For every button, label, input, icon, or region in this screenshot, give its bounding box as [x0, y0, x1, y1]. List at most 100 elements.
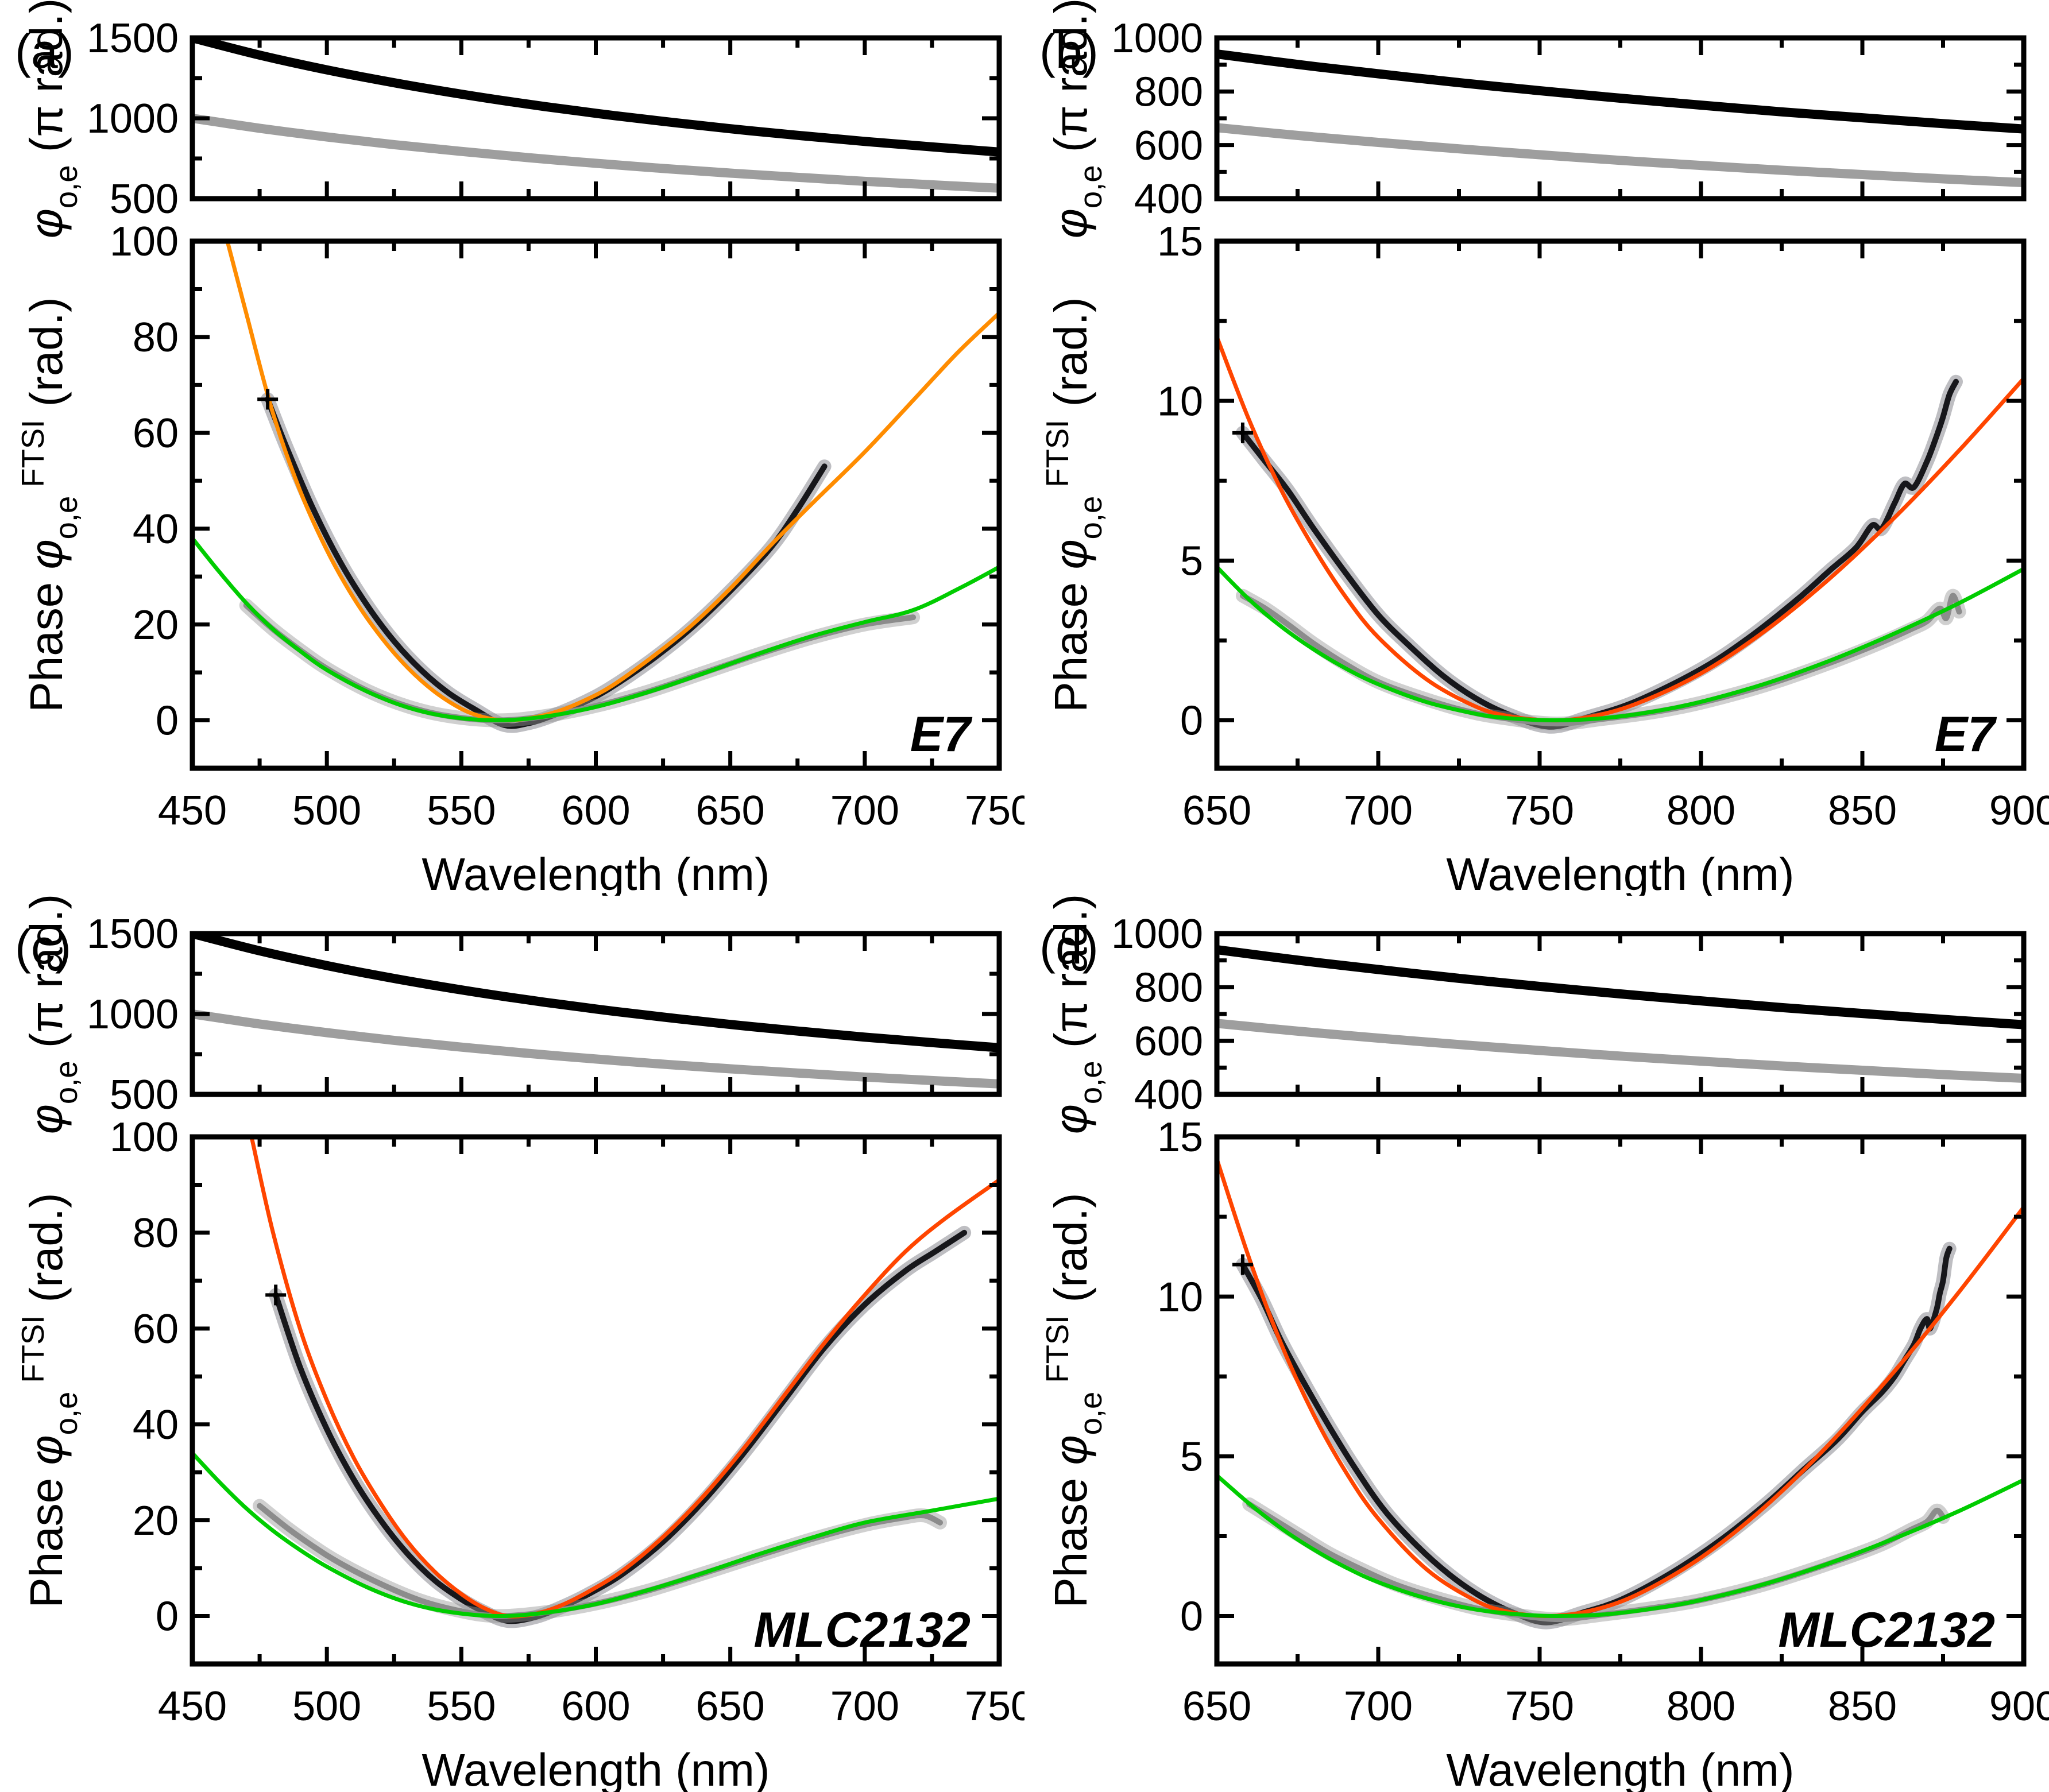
series-group [192, 38, 999, 193]
panel-letter: (c) [15, 920, 71, 974]
y-axis-title-top: φo,e (π rad.) [1045, 0, 1108, 238]
y-tick-label: 400 [1134, 176, 1203, 222]
x-tick-label: 750 [1505, 788, 1574, 834]
panel-letter: (b) [1039, 24, 1099, 78]
y-tick-label: 10 [1157, 1274, 1203, 1320]
plus-marker [1232, 422, 1253, 443]
x-tick-label: 700 [830, 788, 899, 834]
x-axis-title: Wavelength (nm) [1446, 849, 1794, 896]
y-axis-title-top: φo,e (π rad.) [1045, 896, 1108, 1134]
x-tick-label: 900 [1989, 788, 2049, 834]
plot-border [1214, 1134, 2027, 1667]
plus-marker [257, 389, 279, 410]
series-group [1217, 1157, 2024, 1630]
y-tick-label: 800 [1134, 965, 1203, 1011]
x-tick-label: 600 [561, 1683, 630, 1729]
x-tick-label: 550 [427, 1683, 496, 1729]
y-tick-label: 80 [133, 315, 179, 361]
y-tick-label: 0 [1180, 698, 1203, 744]
y-tick-label: 0 [156, 1594, 179, 1640]
panel-a-chart: (a) 500 1000 1500 0 20 40 60 80 100 450 500 550 600 65… [0, 0, 1024, 896]
y-tick-label: 40 [133, 506, 179, 552]
ftsi-data-extraordinary [1240, 1245, 1953, 1625]
x-tick-label: 700 [830, 1683, 899, 1729]
sample-label: E7 [1935, 707, 1997, 762]
x-tick-label: 700 [1344, 1683, 1413, 1729]
y-tick-label: 1000 [87, 992, 179, 1038]
phase-ordinary [192, 114, 999, 193]
ftsi-data-extraordinary [273, 1229, 968, 1624]
y-axis-title-top: φo,e (π rad.) [21, 0, 84, 238]
plot-border [190, 931, 1002, 1097]
x-tick-label: 700 [1344, 788, 1413, 834]
y-tick-label: 1000 [87, 96, 179, 142]
y-tick-label: 60 [133, 411, 179, 456]
y-axis-title-top: φo,e (π rad.) [21, 896, 84, 1134]
panel-c-chart: (c) 500 1000 1500 0 20 40 60 80 100 450 500 550 600 65… [0, 896, 1024, 1792]
ftsi-data-extraordinary-halo [269, 1225, 972, 1628]
phase-extraordinary [192, 38, 999, 157]
x-tick-label: 900 [1989, 1683, 2049, 1729]
x-tick-label: 650 [696, 1683, 765, 1729]
y-tick-label: 15 [1157, 219, 1203, 265]
panel-d-chart: (d) 400 600 800 1000 0 5 10 15 650 700 750 800 850 900… [1024, 896, 2049, 1792]
subplot: 0 5 10 15 650 700 750 800 850 900 [1157, 1114, 2049, 1729]
x-tick-label: 650 [1182, 1683, 1251, 1729]
y-tick-label: 0 [156, 698, 179, 744]
plus-marker [265, 1284, 287, 1306]
x-tick-label: 650 [696, 788, 765, 834]
ftsi-fit-extraordinary [1217, 1157, 2024, 1619]
phase-extraordinary [1217, 945, 2024, 1029]
y-tick-label: 0 [1180, 1594, 1203, 1640]
y-tick-label: 40 [133, 1402, 179, 1448]
y-tick-label: 100 [110, 219, 179, 265]
ftsi-data-ordinary-halo [253, 1499, 947, 1623]
subplot: 0 5 10 15 650 700 750 800 850 900 [1157, 219, 2049, 834]
x-axis-title: Wavelength (nm) [1446, 1744, 1794, 1792]
phase-extraordinary [192, 934, 999, 1052]
phase-ordinary [1217, 1019, 2024, 1083]
x-tick-label: 800 [1667, 1683, 1735, 1729]
x-axis-title: Wavelength (nm) [422, 1744, 770, 1792]
subplot: 400 600 800 1000 [1111, 16, 2027, 222]
plus-marker [1232, 1254, 1253, 1275]
ftsi-fit-extraordinary [225, 241, 999, 723]
y-axis-title-bottom: Phase φo,e FTSI (rad.) [16, 297, 84, 712]
subplot: 500 1000 1500 [87, 911, 1002, 1118]
x-tick-label: 500 [292, 1683, 361, 1729]
y-axis-title-bottom: Phase φo,e FTSI (rad.) [1040, 297, 1108, 712]
phase-extraordinary [1217, 49, 2024, 134]
ftsi-fit-ordinary [192, 536, 999, 723]
sample-label: MLC2132 [753, 1603, 971, 1658]
x-tick-label: 750 [965, 1683, 1024, 1729]
y-tick-label: 5 [1180, 539, 1203, 585]
subplot: 0 20 40 60 80 100 450 500 550 600 650 700 750 [110, 219, 1024, 834]
x-tick-label: 450 [158, 788, 227, 834]
ftsi-fit-ordinary [1217, 1473, 2024, 1619]
y-tick-label: 1000 [1111, 911, 1203, 957]
phase-ordinary [1217, 123, 2024, 187]
y-tick-label: 80 [133, 1210, 179, 1256]
y-tick-label: 500 [110, 1072, 179, 1118]
y-tick-label: 600 [1134, 123, 1203, 169]
y-tick-label: 100 [110, 1114, 179, 1160]
ftsi-fit-extraordinary [249, 1137, 999, 1619]
ftsi-fit-ordinary [192, 1451, 999, 1619]
series-group [1217, 49, 2024, 187]
ftsi-data-ordinary-halo [1236, 589, 1966, 731]
y-tick-label: 60 [133, 1306, 179, 1352]
y-tick-label: 1000 [1111, 16, 1203, 61]
y-tick-label: 1500 [87, 911, 179, 957]
y-tick-label: 10 [1157, 378, 1203, 424]
x-axis-title: Wavelength (nm) [422, 849, 770, 896]
plot-border [1214, 238, 2027, 771]
x-tick-label: 750 [1505, 1683, 1574, 1729]
series-group [192, 241, 999, 733]
y-tick-label: 600 [1134, 1019, 1203, 1065]
panel-letter: (d) [1039, 920, 1099, 974]
subplot: 500 1000 1500 [87, 16, 1002, 222]
panel-b-chart: (b) 400 600 800 1000 0 5 10 15 650 700 750 800 850 900… [1024, 0, 2049, 896]
x-tick-label: 800 [1667, 788, 1735, 834]
x-tick-label: 600 [561, 788, 630, 834]
